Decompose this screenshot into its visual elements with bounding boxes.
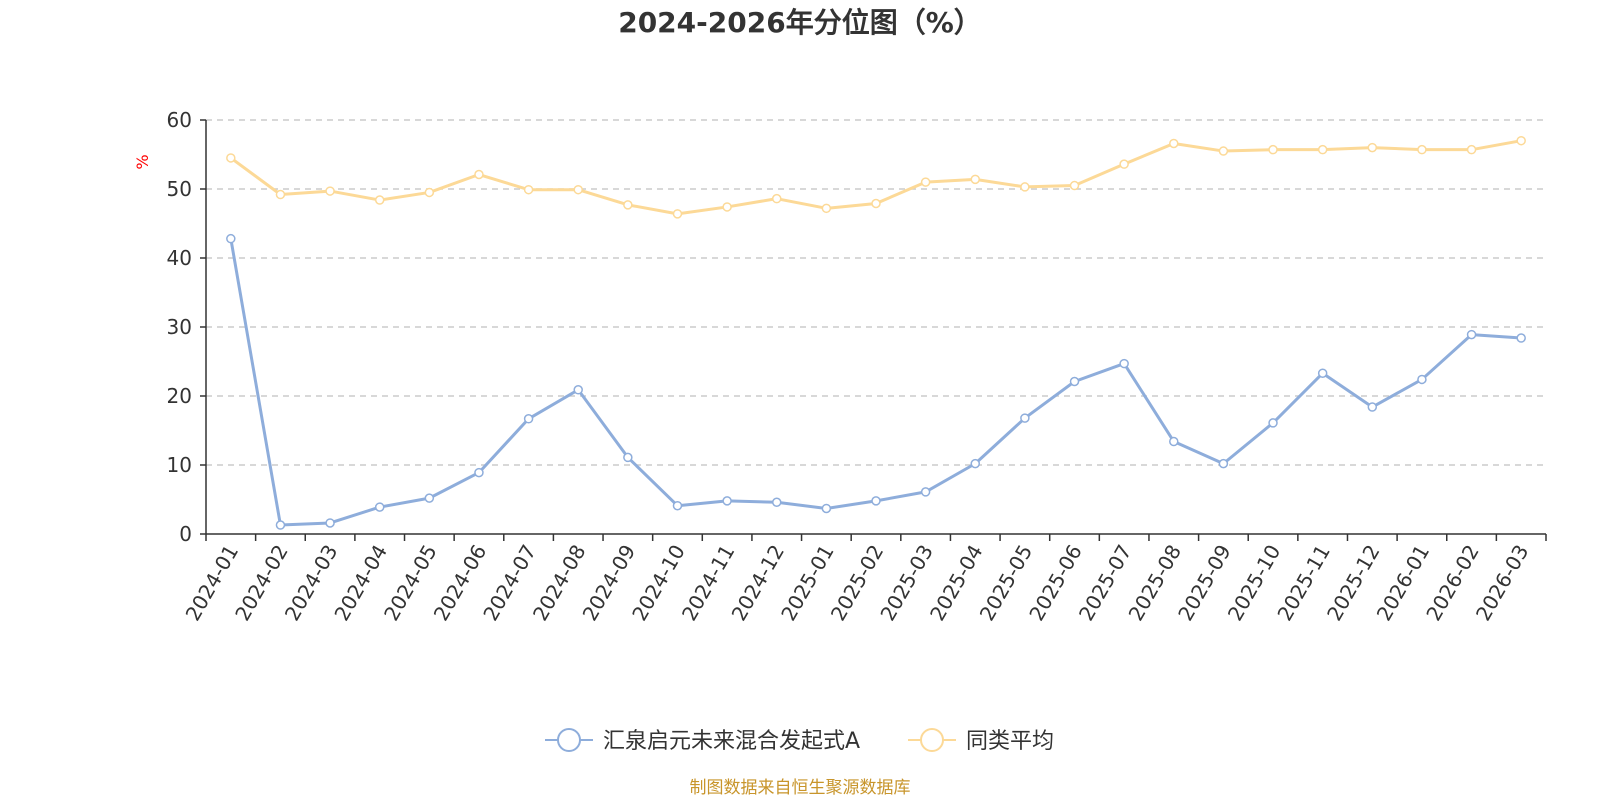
y-axis-ticks: 0 10 20 30 40 50 60 (167, 108, 206, 546)
y-tick-label-3: 30 (167, 315, 192, 339)
data-point-0-16[interactable] (1020, 413, 1030, 423)
data-point-1-19[interactable] (1169, 138, 1179, 149)
data-point-1-16[interactable] (1020, 182, 1030, 192)
data-point-0-5[interactable] (474, 467, 484, 478)
data-point-1-25[interactable] (1466, 144, 1477, 155)
axes (205, 120, 1546, 535)
data-point-0-15[interactable] (970, 458, 981, 469)
y-tick-label-2: 20 (167, 384, 192, 408)
y-tick-label-6: 60 (167, 108, 192, 132)
chart-title: 2024-2026年分位图（%） (618, 6, 982, 39)
data-point-1-8[interactable] (623, 200, 633, 210)
x-axis-ticks: 2024-012024-022024-032024-042024-052024-… (181, 534, 1547, 625)
data-point-0-18[interactable] (1119, 358, 1129, 369)
data-point-0-10[interactable] (722, 496, 732, 506)
data-point-1-14[interactable] (920, 177, 931, 187)
data-point-0-19[interactable] (1169, 436, 1179, 447)
y-axis-label: % (133, 154, 152, 169)
data-point-1-4[interactable] (424, 187, 435, 198)
data-point-0-4[interactable] (424, 493, 435, 503)
data-point-1-20[interactable] (1218, 146, 1229, 156)
data-point-1-15[interactable] (970, 174, 981, 185)
data-point-0-24[interactable] (1417, 374, 1427, 385)
data-point-1-22[interactable] (1317, 144, 1328, 155)
series-1 (226, 135, 1526, 219)
legend-item-series-1[interactable]: 同类平均 (908, 728, 1054, 754)
data-point-0-14[interactable] (920, 487, 931, 497)
data-point-1-24[interactable] (1417, 144, 1427, 155)
data-point-0-12[interactable] (821, 503, 832, 514)
data-point-0-25[interactable] (1466, 329, 1477, 340)
data-point-1-6[interactable] (523, 184, 534, 195)
data-point-1-23[interactable] (1367, 142, 1378, 153)
data-point-1-17[interactable] (1069, 180, 1080, 191)
data-source-note: 制图数据来自恒生聚源数据库 (690, 778, 911, 798)
series-0 (226, 233, 1526, 530)
data-point-0-26[interactable] (1516, 333, 1526, 343)
data-point-1-11[interactable] (771, 193, 782, 204)
legend-item-series-0[interactable]: 汇泉启元未来混合发起式A (545, 728, 860, 754)
data-point-0-21[interactable] (1268, 418, 1278, 428)
data-point-0-2[interactable] (325, 518, 335, 528)
data-point-1-5[interactable] (474, 169, 484, 180)
data-point-0-17[interactable] (1069, 376, 1080, 387)
y-tick-label-0: 0 (179, 522, 192, 546)
legend: 汇泉启元未来混合发起式A 同类平均 (545, 728, 1054, 754)
data-point-0-6[interactable] (523, 414, 534, 424)
legend-marker-series-1 (920, 728, 944, 752)
data-point-0-8[interactable] (623, 452, 633, 463)
data-point-0-11[interactable] (771, 497, 782, 508)
legend-label-series-1: 同类平均 (966, 729, 1054, 754)
legend-marker-series-0 (557, 728, 581, 752)
data-point-0-3[interactable] (374, 502, 385, 512)
data-point-0-0[interactable] (226, 233, 236, 244)
grid-lines (206, 119, 1546, 466)
data-point-0-13[interactable] (871, 496, 881, 506)
data-point-1-3[interactable] (374, 195, 385, 205)
data-point-1-0[interactable] (226, 153, 236, 163)
y-tick-label-4: 40 (167, 246, 192, 270)
data-point-0-23[interactable] (1367, 402, 1378, 412)
data-point-0-7[interactable] (573, 385, 583, 395)
data-point-0-22[interactable] (1317, 368, 1328, 378)
y-tick-label-1: 10 (167, 453, 192, 477)
data-point-0-9[interactable] (672, 500, 683, 511)
data-point-1-26[interactable] (1516, 135, 1526, 146)
y-tick-label-5: 50 (167, 177, 192, 201)
data-point-1-13[interactable] (871, 198, 881, 209)
data-point-0-1[interactable] (275, 520, 286, 530)
data-point-1-10[interactable] (722, 202, 732, 212)
data-point-0-20[interactable] (1218, 458, 1229, 469)
legend-label-series-0: 汇泉启元未来混合发起式A (603, 729, 860, 754)
data-point-1-21[interactable] (1268, 144, 1278, 155)
data-point-1-7[interactable] (573, 184, 583, 195)
data-point-1-9[interactable] (672, 209, 683, 219)
data-point-1-2[interactable] (325, 186, 335, 196)
series-layer (226, 135, 1526, 530)
data-point-1-12[interactable] (821, 203, 832, 214)
series-line-0 (229, 238, 1522, 527)
data-point-1-18[interactable] (1119, 159, 1129, 169)
data-point-1-1[interactable] (275, 189, 286, 200)
